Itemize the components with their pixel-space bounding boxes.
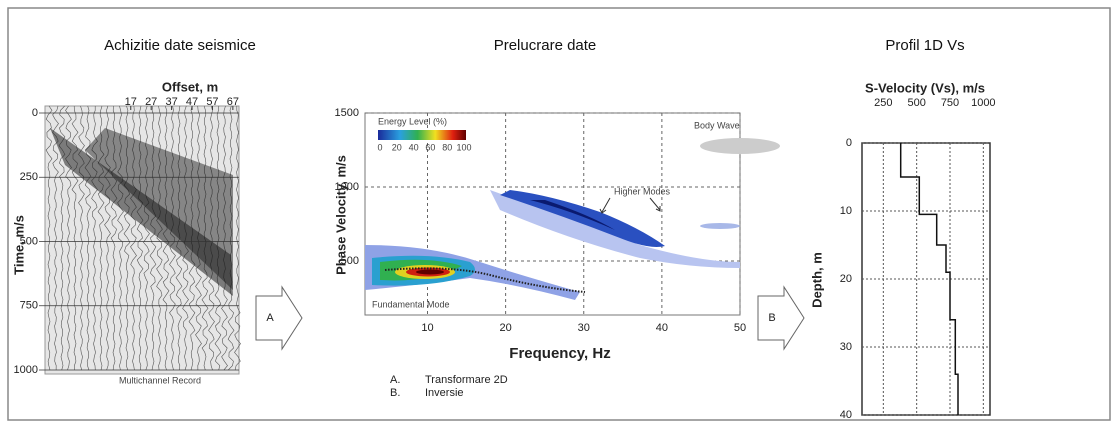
trace [234,106,241,371]
y-tick-label: 500 [341,255,359,267]
fundamental-mode-curve [384,267,586,293]
x-tick-label: 57 [206,96,218,108]
note-text: Inversie [425,387,464,399]
y-tick-label: 20 [840,273,852,285]
trace [227,105,235,371]
x-tick-label: 67 [227,96,239,108]
y-tick-label: 1000 [14,364,38,376]
x-axis-label: Frequency, Hz [509,345,610,362]
trace [110,105,118,371]
y-tick-label: 40 [840,409,852,421]
trace [91,106,98,371]
x-tick-label: 47 [186,96,198,108]
panel-heading: Prelucrare date [494,37,597,54]
y-tick-label: 1500 [335,107,359,119]
trace [104,105,111,371]
arrow-label: B [768,312,775,324]
x-tick-label: 30 [578,322,590,334]
energy-blob [700,138,780,154]
legend-colorbar [378,130,466,140]
trace [78,105,85,371]
y-tick-label: 500 [20,235,38,247]
x-tick-label: 750 [941,97,959,109]
trace [156,105,163,371]
x-tick-label: 37 [165,96,177,108]
y-tick-label: 0 [846,137,852,149]
x-tick-label: 20 [500,322,512,334]
wave-band [85,128,233,290]
trace [221,105,228,371]
trace [117,105,124,371]
x-tick-label: 40 [656,322,668,334]
x-tick-label: 250 [874,97,892,109]
frame [7,7,1111,421]
x-tick-label: 1000 [971,97,995,109]
first-arrival-band [50,128,233,296]
arrow-b: B [757,285,805,351]
x-axis-label: Offset, m [162,79,218,94]
vs-profile [899,143,959,415]
legend-tick-label: 20 [392,142,402,152]
note-marker: A. [390,374,400,386]
legend-title: Energy Level (%) [378,116,447,126]
trace [97,105,105,371]
arrow-a: A [255,285,303,351]
y-tick-label: 750 [20,300,38,312]
trace [45,105,53,371]
y-tick-label: 30 [840,341,852,353]
y-tick-label: 1000 [335,181,359,193]
legend-tick-label: 60 [425,142,435,152]
energy-blob [500,190,665,247]
y-axis-label: Phase Velocity, m/s [333,155,348,275]
y-axis-label: Depth, m [809,252,824,308]
x-tick-label: 500 [907,97,925,109]
caption: Multichannel Record [119,375,201,385]
energy-blob [416,269,444,275]
y-axis-label: Time, m/s [11,215,26,275]
annotation: Body Wave [694,120,740,130]
legend-tick-label: 100 [456,142,471,152]
x-tick-label: 17 [125,96,137,108]
trace [84,105,92,371]
legend-tick-label: 80 [442,142,452,152]
panel-heading: Achizitie date seismice [104,37,256,54]
trace [123,105,131,371]
trace [136,105,144,371]
trace [149,105,157,371]
x-axis-label: S-Velocity (Vs), m/s [865,80,985,95]
x-tick-label: 50 [734,322,746,334]
y-tick-label: 10 [840,205,852,217]
trace [143,105,150,371]
trace [214,105,222,371]
energy-blob [700,223,740,229]
arrow-label: A [266,312,274,324]
legend-tick-label: 40 [409,142,419,152]
note-text: Transformare 2D [425,374,508,386]
trace [52,105,59,371]
legend-tick-label: 0 [377,142,382,152]
panel-heading: Profil 1D Vs [885,37,964,54]
annotation-arrow [649,197,661,212]
y-tick-label: 250 [20,171,38,183]
trace [130,105,137,371]
y-tick-label: 0 [32,107,38,119]
trace [208,105,215,371]
x-tick-label: 10 [421,322,433,334]
note-marker: B. [390,387,400,399]
x-tick-label: 27 [145,96,157,108]
annotation-arrow [599,197,611,214]
annotation: Fundamental Mode [372,299,450,309]
annotation: Higher Modes [614,186,671,196]
